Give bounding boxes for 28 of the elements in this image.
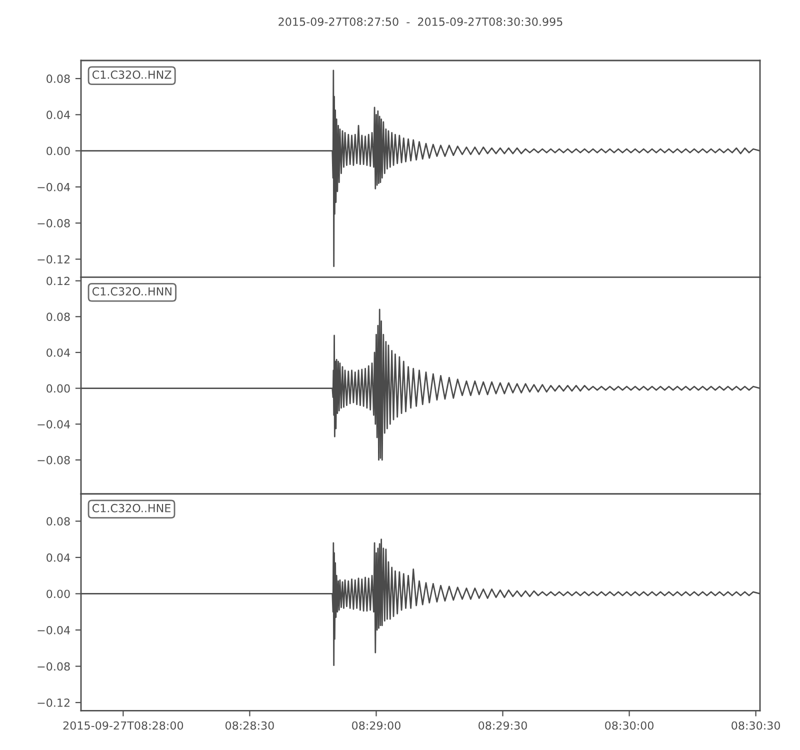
y-tick-label: −0.04 xyxy=(38,182,70,192)
x-tick-label: 2015-09-27T08:28:00 xyxy=(63,721,184,730)
x-tick-label: 08:28:30 xyxy=(225,721,274,730)
chart-title: 2015-09-27T08:27:50 - 2015-09-27T08:30:30.995 xyxy=(278,18,562,26)
y-tick-label: −0.04 xyxy=(38,626,70,634)
y-tick-label: 0.00 xyxy=(46,384,70,393)
y-tick-label: 0.00 xyxy=(46,146,70,156)
x-tick-label: 08:29:00 xyxy=(352,721,400,730)
x-tick-label: 08:30:30 xyxy=(732,721,780,730)
x-tick-label: 08:30:00 xyxy=(605,721,654,730)
y-tick-label: −0.08 xyxy=(38,662,70,671)
y-tick-label: −0.12 xyxy=(38,698,70,707)
y-tick-label: 0.04 xyxy=(46,348,70,357)
annotation: C1.C32O..HNZ xyxy=(92,70,172,79)
annotation: C1.C32O..HNN xyxy=(92,287,172,296)
annotation: C1.C32O..HNE xyxy=(92,504,170,512)
y-tick-label: 0.04 xyxy=(46,110,70,120)
y-tick-label: −0.12 xyxy=(38,255,70,264)
y-tick-label: 0.00 xyxy=(46,590,70,598)
x-tick-label: 08:29:30 xyxy=(478,721,527,730)
y-tick-label: −0.04 xyxy=(38,420,70,428)
y-tick-label: 0.08 xyxy=(46,74,70,83)
y-tick-label: 0.08 xyxy=(46,517,70,526)
y-tick-label: −0.08 xyxy=(38,456,70,464)
y-tick-label: 0.08 xyxy=(46,312,70,322)
y-tick-label: −0.08 xyxy=(38,219,70,228)
y-tick-label: 0.12 xyxy=(46,276,70,286)
y-tick-label: 0.04 xyxy=(46,553,70,562)
